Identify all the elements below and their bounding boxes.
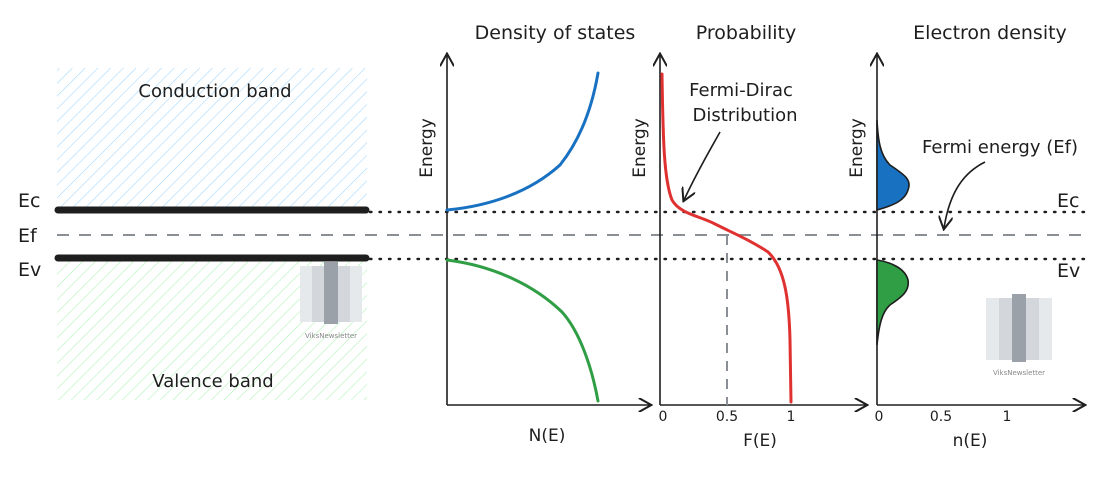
fermi-dirac-annotation-line2: Distribution [692,105,797,126]
electron-density-valence-lobe [876,259,910,346]
dos-xlabel: N(E) [529,426,566,446]
ev-label: Ev [18,259,41,281]
electron-title: Electron density [913,22,1067,44]
prob-xlabel: F(E) [743,431,777,451]
watermark-text: ViksNewsletter [993,369,1045,377]
electron-tick-0-5: 0.5 [930,409,952,425]
electron-xlabel: n(E) [953,431,988,451]
electron-ylabel: Energy [847,118,867,178]
conduction-band-label: Conduction band [138,81,291,102]
prob-tick-0: 0 [659,409,668,425]
prob-ylabel: Energy [630,118,650,178]
fermi-dirac-curve [660,72,793,404]
electron-density-conduction-lobe [876,119,910,212]
fermi-dirac-annotation-line1: Fermi-Dirac [689,80,793,101]
watermark-logo: ViksNewsletter [300,262,362,340]
prob-tick-0-5: 0.5 [716,409,738,425]
electron-ec-label: Ec [1057,190,1079,212]
fermi-dirac-annotation-arrow [684,131,721,200]
electron-tick-1: 1 [1003,409,1012,425]
dos-ylabel: Energy [417,118,437,178]
electron-tick-0: 0 [875,409,884,425]
ec-label: Ec [18,190,40,212]
prob-tick-1: 1 [787,409,796,425]
valence-band-label: Valence band [152,371,273,392]
dos-conduction-curve [445,71,600,212]
watermark-text: ViksNewsletter [305,332,357,340]
electron-ev-label: Ev [1057,260,1080,282]
fermi-energy-annotation-arrow [944,161,986,228]
conduction-band-region [57,68,367,211]
dos-title: Density of states [475,22,636,44]
ef-label: Ef [18,225,38,247]
prob-title: Probability [696,22,796,44]
dos-valence-curve [445,258,600,403]
fermi-energy-annotation: Fermi energy (Ef) [922,137,1078,158]
watermark-logo: ViksNewsletter [986,294,1052,377]
